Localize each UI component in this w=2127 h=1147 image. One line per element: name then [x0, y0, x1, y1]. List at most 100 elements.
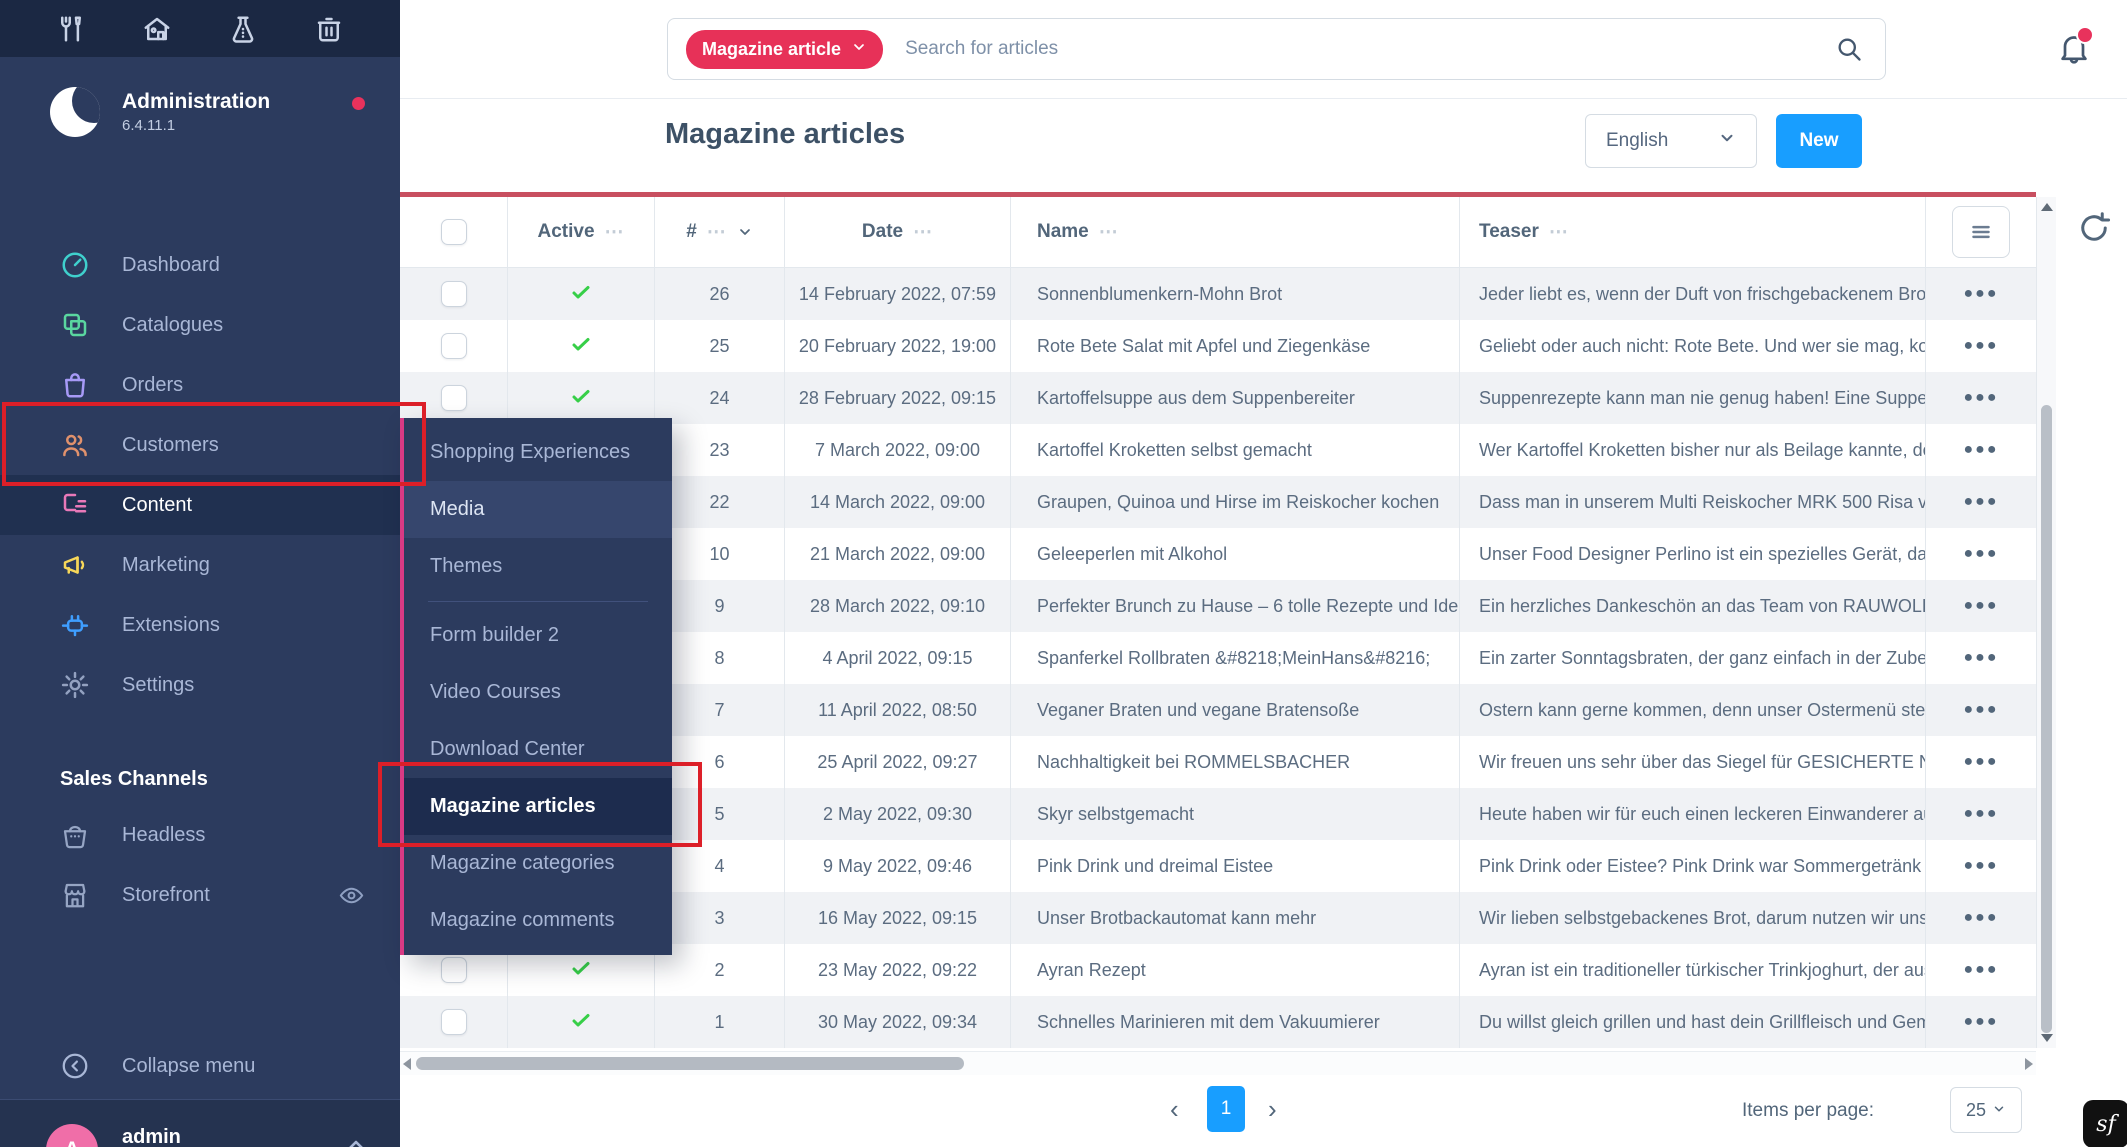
horizontal-scroll-thumb[interactable] [416, 1057, 964, 1070]
row-context-menu-button[interactable]: ●●● [1963, 285, 1999, 302]
row-name-link[interactable]: Kartoffel Kroketten selbst gemacht [1011, 424, 1460, 476]
next-page-button[interactable]: › [1268, 1094, 1277, 1124]
flyout-item-form-builder-2[interactable]: Form builder 2 [430, 624, 559, 646]
row-context-menu-button[interactable]: ●●● [1963, 441, 1999, 458]
language-select[interactable]: English [1585, 114, 1757, 168]
column-options-icon[interactable]: ⋯ [604, 221, 625, 243]
row-context-menu-button[interactable]: ●●● [1963, 805, 1999, 822]
column-header-date[interactable]: Date ⋯ [785, 197, 1011, 267]
column-header-active[interactable]: Active ⋯ [508, 197, 655, 267]
scroll-right-arrow[interactable] [2025, 1058, 2033, 1070]
search-entity-pill[interactable]: Magazine article [686, 29, 884, 69]
global-search-bar[interactable]: Magazine article [667, 18, 1886, 80]
row-context-menu-button[interactable]: ●●● [1963, 337, 1999, 354]
sidebar-item-marketing[interactable]: Marketing [0, 535, 400, 595]
table-row[interactable]: 10 21 March 2022, 09:00 Geleeperlen mit … [400, 528, 2036, 580]
select-all-checkbox[interactable] [440, 219, 467, 245]
new-article-button[interactable]: New [1776, 114, 1862, 168]
row-checkbox[interactable] [440, 385, 467, 411]
table-row[interactable]: 4 9 May 2022, 09:46 Pink Drink und dreim… [400, 840, 2036, 892]
page-1-button[interactable]: 1 [1207, 1086, 1245, 1132]
row-context-menu-button[interactable]: ●●● [1963, 961, 1999, 978]
eye-icon[interactable] [338, 882, 365, 909]
flyout-item-media[interactable]: Media [404, 481, 672, 538]
sales-channel-headless[interactable]: Headless [0, 805, 400, 865]
table-row[interactable]: 24 28 February 2022, 09:15 Kartoffelsupp… [400, 372, 2036, 424]
lab-icon[interactable] [228, 14, 258, 44]
row-name-link[interactable]: Ayran Rezept [1011, 944, 1460, 996]
sidebar-item-settings[interactable]: Settings [0, 655, 400, 715]
sidebar-item-orders[interactable]: Orders [0, 355, 400, 415]
column-options-icon[interactable]: ⋯ [913, 221, 934, 243]
table-row[interactable]: 23 7 March 2022, 09:00 Kartoffel Krokett… [400, 424, 2036, 476]
row-context-menu-button[interactable]: ●●● [1963, 649, 1999, 666]
table-row[interactable]: 2 23 May 2022, 09:22 Ayran Rezept Ayran … [400, 944, 2036, 996]
row-context-menu-button[interactable]: ●●● [1963, 389, 1999, 406]
table-row[interactable]: 1 30 May 2022, 09:34 Schnelles Mariniere… [400, 996, 2036, 1048]
horizontal-scrollbar[interactable] [400, 1051, 2036, 1075]
flyout-item-download-center[interactable]: Download Center [430, 738, 585, 760]
column-options-icon[interactable]: ⋯ [1098, 221, 1119, 243]
table-row[interactable]: 26 14 February 2022, 07:59 Sonnenblumenk… [400, 268, 2036, 320]
flyout-item-magazine-categories[interactable]: Magazine categories [430, 852, 615, 874]
row-name-link[interactable]: Perfekter Brunch zu Hause – 6 tolle Reze… [1011, 580, 1460, 632]
row-checkbox[interactable] [440, 1009, 467, 1035]
sidebar-item-catalogues[interactable]: Catalogues [0, 295, 400, 355]
column-settings-button[interactable] [1952, 206, 2010, 258]
previous-page-button[interactable]: ‹ [1170, 1094, 1179, 1124]
flyout-item-magazine-articles[interactable]: Magazine articles [404, 778, 672, 835]
column-header-teaser[interactable]: Teaser ⋯ [1460, 197, 1926, 267]
collapse-menu-button[interactable]: Collapse menu [0, 1037, 400, 1095]
sales-channel-storefront[interactable]: Storefront [0, 865, 400, 925]
row-name-link[interactable]: Graupen, Quinoa und Hirse im Reiskocher … [1011, 476, 1460, 528]
table-row[interactable]: 22 14 March 2022, 09:00 Graupen, Quinoa … [400, 476, 2036, 528]
symfony-profiler-badge[interactable]: sf [2083, 1100, 2127, 1147]
table-row[interactable]: 25 20 February 2022, 19:00 Rote Bete Sal… [400, 320, 2036, 372]
row-context-menu-button[interactable]: ●●● [1963, 545, 1999, 562]
flyout-item-shopping-experiences[interactable]: Shopping Experiences [430, 441, 631, 463]
scroll-up-arrow[interactable] [2041, 203, 2053, 211]
row-checkbox[interactable] [440, 333, 467, 359]
items-per-page-select[interactable]: 25 [1950, 1087, 2022, 1133]
row-context-menu-button[interactable]: ●●● [1963, 1013, 1999, 1030]
flyout-item-video-courses[interactable]: Video Courses [430, 681, 561, 703]
row-name-link[interactable]: Kartoffelsuppe aus dem Suppenbereiter [1011, 372, 1460, 424]
sort-desc-icon[interactable] [737, 224, 753, 240]
refresh-button[interactable] [2072, 206, 2116, 250]
flyout-item-themes[interactable]: Themes [430, 555, 503, 577]
search-icon[interactable] [1835, 35, 1863, 63]
vertical-scrollbar[interactable] [2036, 197, 2056, 1048]
notifications-bell-button[interactable] [2056, 26, 2094, 71]
sidebar-item-extensions[interactable]: Extensions [0, 595, 400, 655]
row-context-menu-button[interactable]: ●●● [1963, 909, 1999, 926]
scroll-left-arrow[interactable] [403, 1058, 411, 1070]
table-row[interactable]: 7 11 April 2022, 08:50 Veganer Braten un… [400, 684, 2036, 736]
chevron-up-icon[interactable] [344, 1133, 368, 1147]
row-name-link[interactable]: Sonnenblumenkern-Mohn Brot [1011, 268, 1460, 320]
column-options-icon[interactable]: ⋯ [1548, 221, 1569, 243]
row-name-link[interactable]: Unser Brotbackautomat kann mehr [1011, 892, 1460, 944]
row-context-menu-button[interactable]: ●●● [1963, 753, 1999, 770]
column-header-number[interactable]: # ⋯ [655, 197, 785, 267]
flyout-item-magazine-comments[interactable]: Magazine comments [430, 909, 615, 931]
row-name-link[interactable]: Rote Bete Salat mit Apfel und Ziegenkäse [1011, 320, 1460, 372]
avatar[interactable]: A [46, 1124, 98, 1147]
column-options-icon[interactable]: ⋯ [706, 221, 727, 243]
row-context-menu-button[interactable]: ●●● [1963, 493, 1999, 510]
tools-icon[interactable] [56, 14, 86, 44]
row-context-menu-button[interactable]: ●●● [1963, 597, 1999, 614]
home-icon[interactable] [142, 14, 172, 44]
row-name-link[interactable]: Veganer Braten und vegane Bratensoße [1011, 684, 1460, 736]
sidebar-item-content[interactable]: Content [0, 475, 400, 535]
vertical-scroll-thumb[interactable] [2041, 405, 2052, 1033]
row-context-menu-button[interactable]: ●●● [1963, 857, 1999, 874]
row-name-link[interactable]: Schnelles Marinieren mit dem Vakuumierer [1011, 996, 1460, 1048]
row-name-link[interactable]: Skyr selbstgemacht [1011, 788, 1460, 840]
row-context-menu-button[interactable]: ●●● [1963, 701, 1999, 718]
row-checkbox[interactable] [440, 281, 467, 307]
search-input[interactable] [903, 37, 1835, 61]
row-name-link[interactable]: Nachhaltigkeit bei ROMMELSBACHER [1011, 736, 1460, 788]
row-name-link[interactable]: Spanferkel Rollbraten &#8218;MeinHans&#8… [1011, 632, 1460, 684]
table-row[interactable]: 5 2 May 2022, 09:30 Skyr selbstgemacht H… [400, 788, 2036, 840]
sidebar-item-customers[interactable]: Customers [0, 415, 400, 475]
